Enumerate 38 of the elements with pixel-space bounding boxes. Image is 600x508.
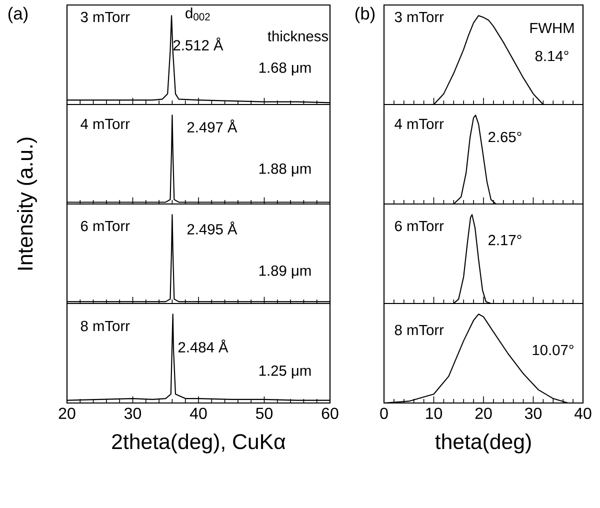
annotation: 2.17°	[488, 234, 522, 246]
chart-title: 4 mTorr	[394, 118, 444, 130]
x-tick-label: 10	[426, 408, 442, 420]
annotation: 1.89 μm	[259, 265, 311, 279]
annotation: FWHM	[530, 22, 574, 34]
annotation: 2.497 Å	[187, 120, 238, 132]
x-tick-label: 40	[190, 408, 207, 420]
annotation: 10.07°	[532, 344, 574, 356]
x-tick-label: 20	[58, 408, 76, 420]
annotation: 2.495 Å	[187, 222, 238, 234]
chart-title: 6 mTorr	[81, 220, 130, 232]
text: (a)	[8, 6, 28, 24]
y-axis-title: Intensity (a.u.)	[17, 138, 37, 270]
annotation: 1.88 μm	[259, 163, 311, 177]
x-tick-label: 30	[124, 408, 142, 420]
annotation: 2.484 Å	[178, 340, 228, 352]
chart-title: 3 mTorr	[394, 12, 444, 22]
x-tick-label: 20	[475, 408, 492, 420]
x-axis-title: 2theta(deg), CuKα	[112, 434, 286, 454]
x-tick-label: 50	[256, 408, 273, 420]
chart-title: 6 mTorr	[395, 220, 444, 232]
chart-title: 8 mTorr	[80, 320, 130, 332]
chart-title: 3 mTorr	[80, 12, 130, 22]
annotation: thickness	[268, 30, 328, 42]
text: 8 mTorr	[394, 324, 444, 336]
x-tick-label: 30	[524, 408, 542, 420]
x-tick-label: 40	[574, 408, 592, 420]
annotation: d$_{002}$	[186, 8, 210, 20]
annotation: 1.68 μm	[259, 62, 311, 76]
annotation: 2.512 Å	[173, 38, 224, 50]
x-tick-label: 0	[380, 408, 388, 420]
annotation: 1.25 μm	[259, 365, 311, 379]
chart-title: 4 mTorr	[80, 118, 130, 130]
x-tick-label: 60	[322, 408, 338, 420]
x-axis-title: theta(deg)	[435, 434, 531, 454]
annotation: 8.14°	[535, 50, 568, 62]
text: (b)	[355, 6, 375, 24]
annotation: 2.65°	[488, 132, 522, 142]
